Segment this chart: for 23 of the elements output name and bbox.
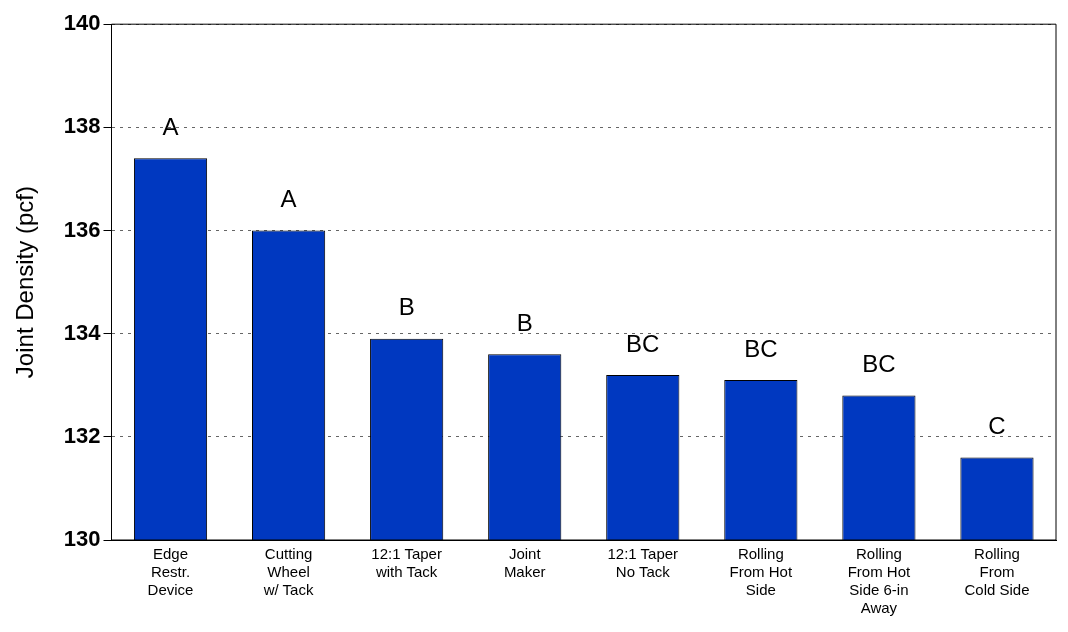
x-tick-label: Joint Maker (503, 545, 546, 581)
y-tick-label: 130 (63, 526, 101, 552)
y-tick-label: 134 (63, 319, 102, 345)
data-label: BC (626, 329, 660, 357)
x-tick-label: 12:1 Taper with Tack (371, 545, 442, 581)
y-tick-label: 136 (63, 216, 101, 242)
y-tick-label: 132 (63, 422, 101, 448)
data-label: A (280, 185, 297, 213)
x-tick-label: Rolling From Hot Side 6-in Away (847, 545, 911, 617)
data-label: BC (744, 334, 778, 362)
x-tick-label: 12:1 Taper No Tack (607, 545, 679, 581)
data-label: B (516, 308, 533, 336)
data-label: A (162, 112, 179, 140)
x-tick-label: Edge Restr. Device (147, 545, 194, 599)
data-label: C (988, 412, 1006, 440)
y-tick-label: 138 (63, 113, 101, 139)
data-label: B (398, 293, 415, 321)
x-tick-label: Rolling From Hot Side (729, 545, 793, 599)
data-label: BC (862, 350, 896, 378)
y-axis-title: Joint Density (pcf) (11, 186, 39, 379)
x-tick-label: Rolling From Cold Side (964, 545, 1030, 599)
x-tick-label: Cutting Wheel w/ Tack (262, 545, 314, 599)
y-tick-label: 140 (63, 10, 101, 36)
